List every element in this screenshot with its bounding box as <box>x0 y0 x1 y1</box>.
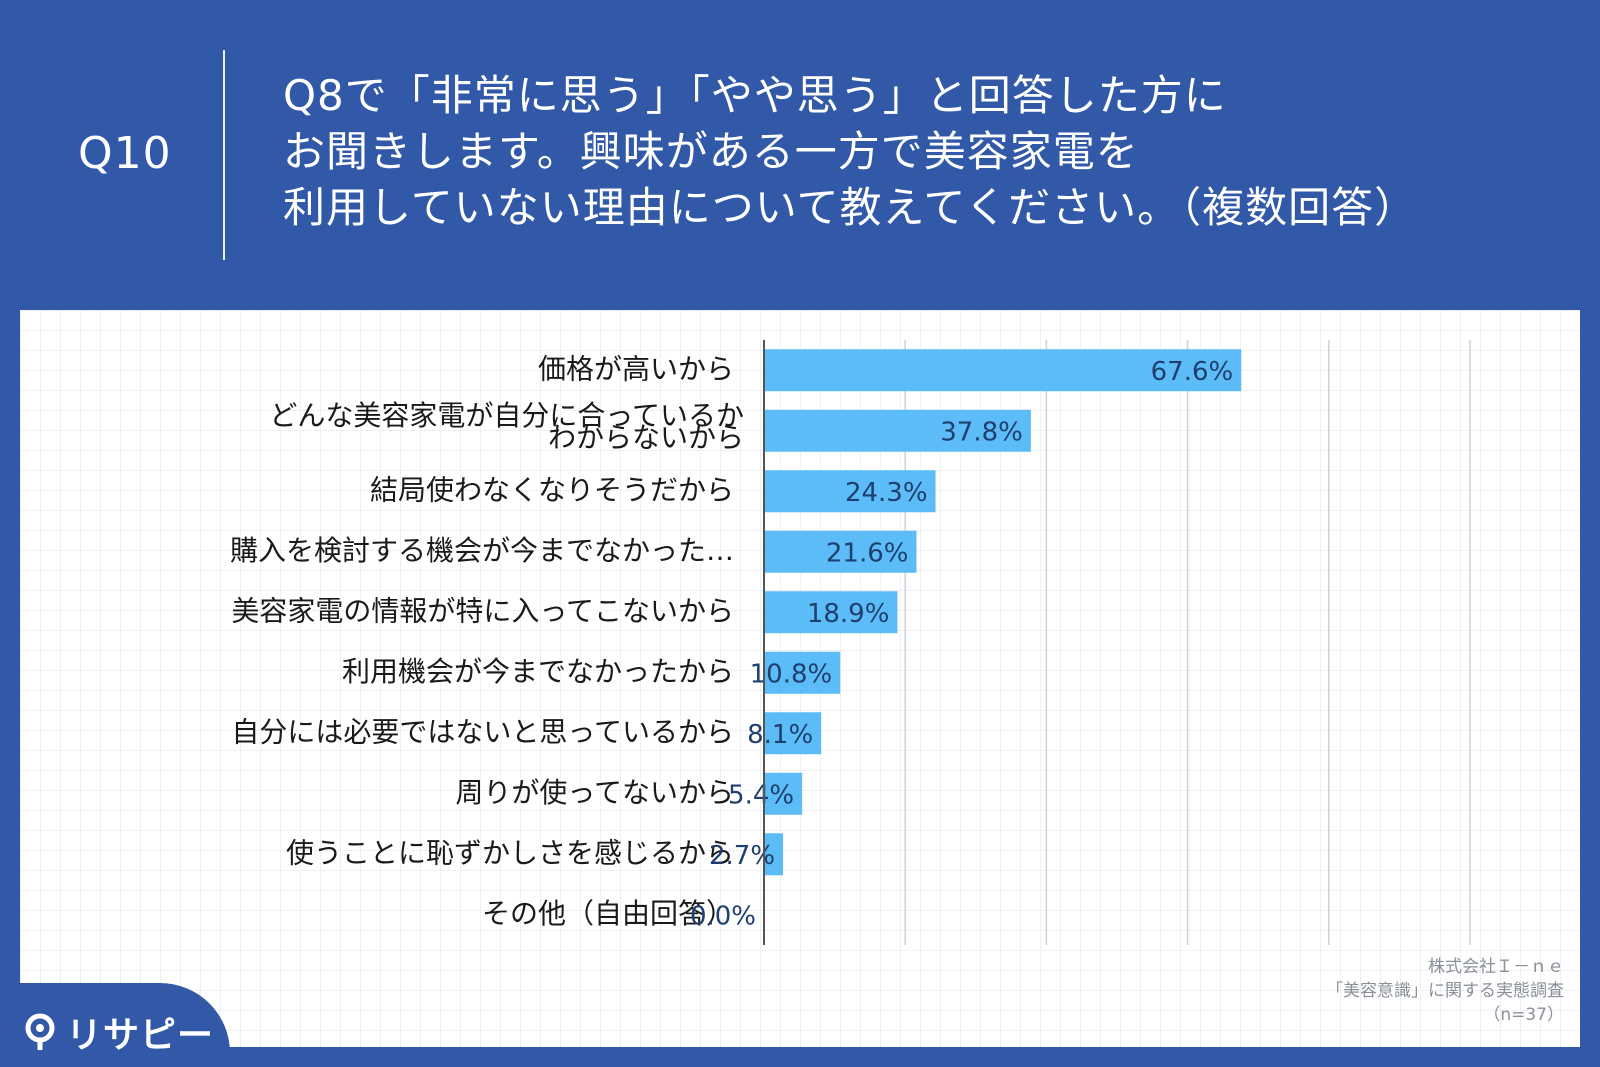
value-label: 0.0% <box>690 901 756 931</box>
source-note: 株式会社Ｉ－ｎｅ 「美容意識」に関する実態調査 （n=37） <box>1326 955 1564 1027</box>
logo-text: リサピー <box>66 1015 215 1056</box>
bar <box>764 712 822 755</box>
category-label: 利用機会が今までなかったから <box>342 655 734 688</box>
question-line: Q8で「非常に思う」「やや思う」と回答した方に <box>283 71 1227 120</box>
bar <box>764 651 841 694</box>
value-label: 10.8% <box>750 659 833 689</box>
question-line: お聞きします。興味がある一方で美容家電を <box>283 127 1139 176</box>
category-label: 自分には必要ではないと思っているから <box>231 715 734 748</box>
brand-logo: リサピー <box>24 1006 214 1058</box>
header-divider <box>223 50 225 260</box>
value-label: 37.8% <box>940 417 1023 447</box>
bar <box>764 591 898 634</box>
category-label: 周りが使ってないから <box>455 776 734 809</box>
value-label: 21.6% <box>826 538 909 568</box>
category-label: 使うことに恥ずかしさを感じるから <box>286 836 734 869</box>
pin-icon <box>25 1013 55 1050</box>
question-line: 利用していない理由について教えてください。（複数回答） <box>283 183 1418 232</box>
bar <box>764 833 784 876</box>
source-line: （n=37） <box>1483 1005 1564 1025</box>
source-line: 株式会社Ｉ－ｎｅ <box>1428 957 1564 977</box>
bar <box>764 772 803 815</box>
value-label: 67.6% <box>1151 357 1234 387</box>
category-label: その他（自由回答） <box>482 897 734 930</box>
category-label: 結局使わなくなりそうだから <box>370 473 734 506</box>
bar <box>764 470 936 513</box>
bar <box>764 349 1242 392</box>
category-label: どんな美容家電が自分に合っているかわからないから <box>269 399 744 454</box>
question-text: Q8で「非常に思う」「やや思う」と回答した方に お聞きします。興味がある一方で美… <box>283 68 1573 236</box>
source-line: 「美容意識」に関する実態調査 <box>1326 981 1564 1001</box>
value-label: 24.3% <box>845 478 928 508</box>
category-label: 美容家電の情報が特に入ってこないから <box>231 594 734 627</box>
value-label: 5.4% <box>728 780 794 810</box>
category-label: 価格が高いから <box>538 352 734 385</box>
value-label: 18.9% <box>807 599 890 629</box>
footer-strip <box>0 1047 1600 1067</box>
value-label: 8.1% <box>747 720 813 750</box>
category-label: 購入を検討する機会が今までなかった… <box>230 534 734 567</box>
value-label: 2.7% <box>709 841 775 871</box>
header: Q10 Q8で「非常に思う」「やや思う」と回答した方に お聞きします。興味がある… <box>0 0 1600 300</box>
bar <box>764 409 1031 452</box>
question-number: Q10 <box>78 128 172 179</box>
bar <box>764 530 917 573</box>
